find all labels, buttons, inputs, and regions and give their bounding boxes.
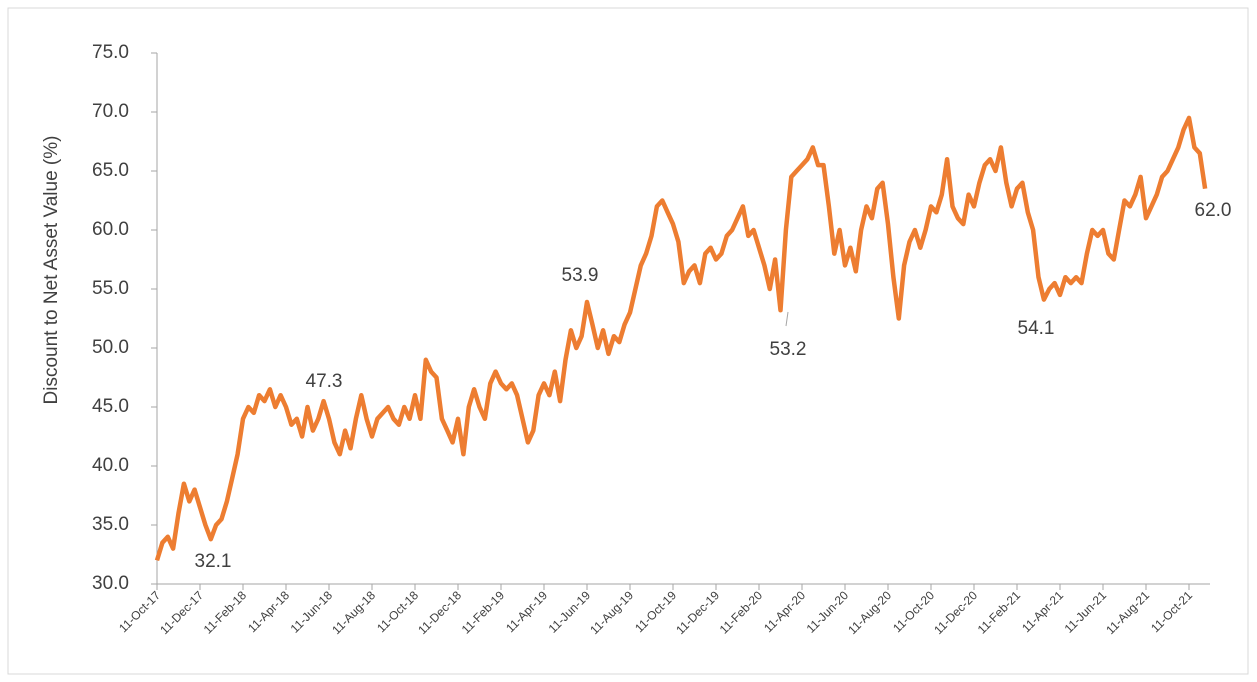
annotation: 62.0: [1195, 200, 1232, 221]
y-axis-label: Discount to Net Asset Value (%): [41, 136, 62, 405]
y-tick-label: 35.0: [92, 514, 129, 535]
y-tick-label: 30.0: [92, 573, 129, 594]
y-tick-label: 45.0: [92, 396, 129, 417]
y-tick-label: 70.0: [92, 101, 129, 122]
annotation: 47.3: [306, 371, 343, 392]
annotation: 54.1: [1018, 318, 1055, 339]
data-line: [154, 115, 1208, 562]
y-tick-label: 65.0: [92, 160, 129, 181]
chart-frame: [7, 7, 1249, 675]
annotation: 53.9: [562, 265, 599, 286]
annotation: 53.2: [770, 339, 807, 360]
leader-line: [785, 311, 789, 327]
y-tick-label: 40.0: [92, 455, 129, 476]
annotation: 32.1: [195, 551, 232, 572]
y-tick-label: 75.0: [92, 42, 129, 63]
y-tick-label: 55.0: [92, 278, 129, 299]
y-tick-label: 50.0: [92, 337, 129, 358]
y-tick-label: 60.0: [92, 219, 129, 240]
